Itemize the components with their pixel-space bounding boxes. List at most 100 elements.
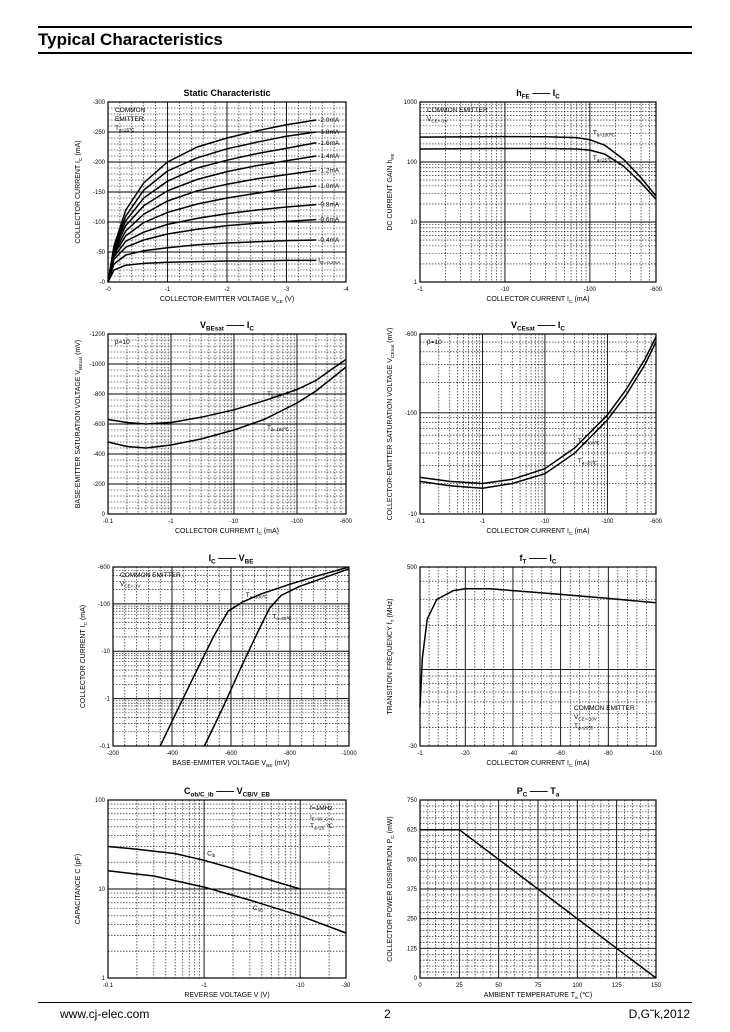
y-tick-label: -250 [93, 130, 106, 136]
x-tick-label: -20 [461, 751, 470, 757]
top-rule [38, 26, 692, 28]
series-label: Ta=25℃​ [593, 155, 613, 163]
x-axis-label: COLLECTOR CURRENT IC​ (mA) [486, 296, 589, 305]
x-tick-label: 25 [456, 983, 463, 989]
y-tick-label: -300 [93, 100, 106, 106]
y-tick-label: 1 [102, 976, 106, 982]
series-line [107, 218, 317, 283]
series-label: Ta=25℃​ [578, 458, 598, 466]
y-tick-label: 250 [407, 917, 418, 923]
x-axis-label: BASE-EMMITER VOLTAGE VBE​ (mV) [172, 760, 290, 769]
series-line [107, 870, 347, 934]
series-line [419, 147, 657, 200]
chart-annotation: Ta=25​ ℃ [310, 823, 334, 831]
chart-annotation: β=10 [115, 339, 130, 346]
chart-title: hFE​ —— IC​ [516, 88, 560, 100]
y-tick-label: -200 [93, 482, 106, 488]
y-tick-label: 125 [407, 946, 418, 952]
x-axis-label: COLLECTOR CURRENT IC​ (mA) [486, 760, 589, 769]
y-tick-label: -50 [96, 250, 105, 256]
x-axis-label: AMBIENT TEMPERATURE Ta​ (℃) [484, 992, 592, 1001]
y-tick-label: -1000 [90, 362, 106, 368]
chart-2: hFE​ —— IC​ -1 -10 -100 -600 1 10 100 1000 COLLEC… [387, 88, 663, 305]
series-line [107, 155, 317, 283]
plot-frame [419, 566, 657, 747]
chart-3: VBEsat​ —— IC​ -0.1 -1 -10 -100 -600 0 -200 -400… [75, 320, 353, 537]
x-tick-label: -0 [105, 287, 111, 293]
series-line [420, 828, 657, 979]
x-tick-label: -100 [291, 519, 304, 525]
plot-frame [419, 101, 657, 283]
y-axis-label: BASE-EMITTER SATURATION VOLTAGE VBEsat​ … [75, 340, 84, 509]
chart-annotation: Ta=25℃​ [574, 723, 594, 731]
y-tick-label: -100 [93, 220, 106, 226]
series-line [419, 341, 657, 489]
series-label: -1.4mA [318, 153, 340, 160]
series-label: Ta=25℃​ [267, 391, 287, 399]
y-axis-label: CAPACITANCE C (pF) [75, 854, 82, 925]
y-tick-label: 0 [414, 976, 418, 982]
y-tick-label: -150 [93, 190, 106, 196]
x-tick-label: -0.1 [103, 519, 114, 525]
x-axis-label: COLLECTOR CURREMT IC​ (mA) [175, 528, 279, 537]
y-axis-label: DC CURRENT GAIN hFE​ [387, 153, 396, 231]
series-label: IB=-0.2mA​ [318, 257, 341, 265]
chart-annotation: IE=0/I_C=0​ [310, 814, 334, 822]
series-label: Cib​ [207, 850, 216, 858]
x-tick-label: -400 [166, 751, 179, 757]
chart-annotation: β=10 [427, 339, 442, 346]
series-line [419, 336, 657, 485]
y-tick-label: -600 [93, 422, 106, 428]
y-tick-label: -1200 [90, 332, 106, 338]
x-tick-label: -10 [296, 983, 305, 989]
x-tick-label: -100 [601, 519, 614, 525]
series-label: -0.4mA [318, 237, 340, 244]
y-axis-label: COLLECTOR-EMITTER SATURATION VOLTAGE VCE… [387, 328, 396, 521]
series-label: Ta=100℃​ [578, 438, 601, 446]
y-tick-label: -600 [98, 565, 111, 571]
series-line [107, 185, 317, 283]
x-tick-label: 0 [418, 983, 422, 989]
x-tick-label: -1 [165, 287, 171, 293]
series-line [107, 119, 317, 283]
x-tick-label: -2 [224, 287, 230, 293]
x-axis-label: COLLECTOR CURRENT IC​ (mA) [486, 528, 589, 537]
series-line [107, 203, 317, 283]
x-tick-label: -0.1 [103, 983, 114, 989]
y-axis-label: COLLECTOR CURRENT IC​ (mA) [75, 140, 84, 243]
chart-title: IC​ —— VBE​ [209, 553, 254, 565]
y-tick-label: 375 [407, 887, 418, 893]
series-line [107, 845, 301, 890]
y-tick-label: 100 [95, 798, 106, 804]
y-tick-label: -30 [408, 744, 417, 750]
y-axis-label: COLLECTOR CURRENT IC​ (mA) [80, 605, 89, 708]
chart-annotation: EMITTER [115, 116, 144, 123]
series-label: Ta=100℃​ [246, 592, 269, 600]
x-axis-label: REVERSE VOLTAGE V (V) [184, 992, 269, 999]
series-line [107, 366, 347, 449]
plot-frame [419, 333, 657, 515]
x-tick-label: -1000 [341, 751, 357, 757]
x-axis-label: COLLECTOR-EMITTER VOLTAGE VCE​ (V) [160, 296, 294, 305]
y-tick-label: 100 [407, 160, 418, 166]
x-tick-label: -80 [604, 751, 613, 757]
y-axis-label: TRANSITION FREQUENCY fT​ (MHz) [387, 598, 396, 714]
chart-7: Cob/C_ib​ —— VCB/V_EB​ -0.1 -1 -10 -30 1 10 100… [75, 786, 351, 999]
y-tick-label: -0 [100, 280, 106, 286]
y-tick-label: -600 [405, 332, 418, 338]
series-label: -1.8mA [318, 129, 340, 136]
y-tick-label: -1 [105, 697, 111, 703]
x-tick-label: -1 [201, 983, 207, 989]
plot-frame [112, 566, 350, 747]
y-tick-label: 10 [410, 220, 417, 226]
series-label: -1.6mA [318, 140, 340, 147]
footer-date: D,G˜k,2012 [628, 1007, 690, 1021]
chart-1: Static Characteristic -0 -1 -2 -3 -4 -0 -50 -100… [75, 88, 349, 305]
series-line [419, 588, 657, 708]
plot-frame [107, 799, 347, 979]
plot-frame [107, 101, 347, 283]
y-tick-label: -800 [93, 392, 106, 398]
series-line [107, 358, 347, 425]
series-line [107, 131, 317, 283]
